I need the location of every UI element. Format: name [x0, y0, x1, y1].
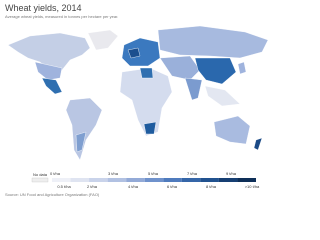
mexico — [41, 77, 63, 95]
china — [194, 57, 237, 85]
southeast-asia — [204, 85, 241, 107]
north-america — [7, 32, 91, 71]
legend-no-data: No data — [33, 172, 48, 177]
source: Source: UN Food and Agriculture Organiza… — [5, 192, 100, 197]
legend-swatch — [89, 178, 108, 182]
legend-label: 4 t/ha — [128, 184, 139, 189]
greenland — [87, 29, 119, 51]
argentina — [75, 131, 87, 153]
legend-label: 5 t/ha — [148, 171, 159, 176]
russia — [157, 25, 269, 59]
legend-swatch — [52, 178, 71, 182]
australia — [213, 115, 251, 145]
legend-swatch — [144, 178, 164, 182]
legend-label: 2 t/ha — [87, 184, 98, 189]
legend-scale: 0 t/ha 3 t/ha 5 t/ha 7 t/ha 9 t/ha 0.5 t/ha 2 … — [50, 171, 260, 189]
legend-swatch — [200, 178, 219, 182]
legend-swatch — [237, 178, 256, 182]
legend-label: 6 t/ha — [167, 184, 178, 189]
title: Wheat yields, 2014 — [5, 3, 82, 13]
legend-swatch — [126, 178, 145, 182]
europe — [121, 37, 161, 67]
legend-label: 3 t/ha — [108, 171, 119, 176]
legend-swatch — [70, 178, 90, 182]
africa — [119, 67, 173, 137]
central-asia — [159, 55, 201, 81]
south-africa — [143, 121, 157, 135]
legend-label: >10 t/ha — [245, 184, 260, 189]
legend: No data 0 t/ha 3 t/ha 5 t/ha 7 t/ha 9 t/ha 0.… — [31, 171, 260, 189]
legend-label: 0.5 t/ha — [57, 184, 71, 189]
legend-swatch — [163, 178, 182, 182]
egypt — [139, 67, 154, 79]
japan — [237, 61, 247, 75]
legend-label: 7 t/ha — [187, 171, 198, 176]
legend-swatch — [218, 178, 238, 182]
western-europe — [127, 47, 141, 59]
world-map — [7, 25, 269, 161]
legend-label: 0 t/ha — [50, 171, 61, 176]
south-america — [65, 97, 103, 161]
new-zealand — [253, 137, 263, 151]
legend-label: 9 t/ha — [226, 171, 237, 176]
legend-swatch — [181, 178, 201, 182]
india — [184, 77, 203, 101]
legend-no-data-swatch — [31, 177, 49, 183]
usa — [34, 61, 63, 81]
legend-label: 8 t/ha — [206, 184, 217, 189]
subtitle: Average wheat yields, measured in tonnes… — [5, 14, 118, 19]
legend-swatch — [107, 178, 127, 182]
map-chart: Wheat yields, 2014 Average wheat yields,… — [5, 3, 269, 197]
